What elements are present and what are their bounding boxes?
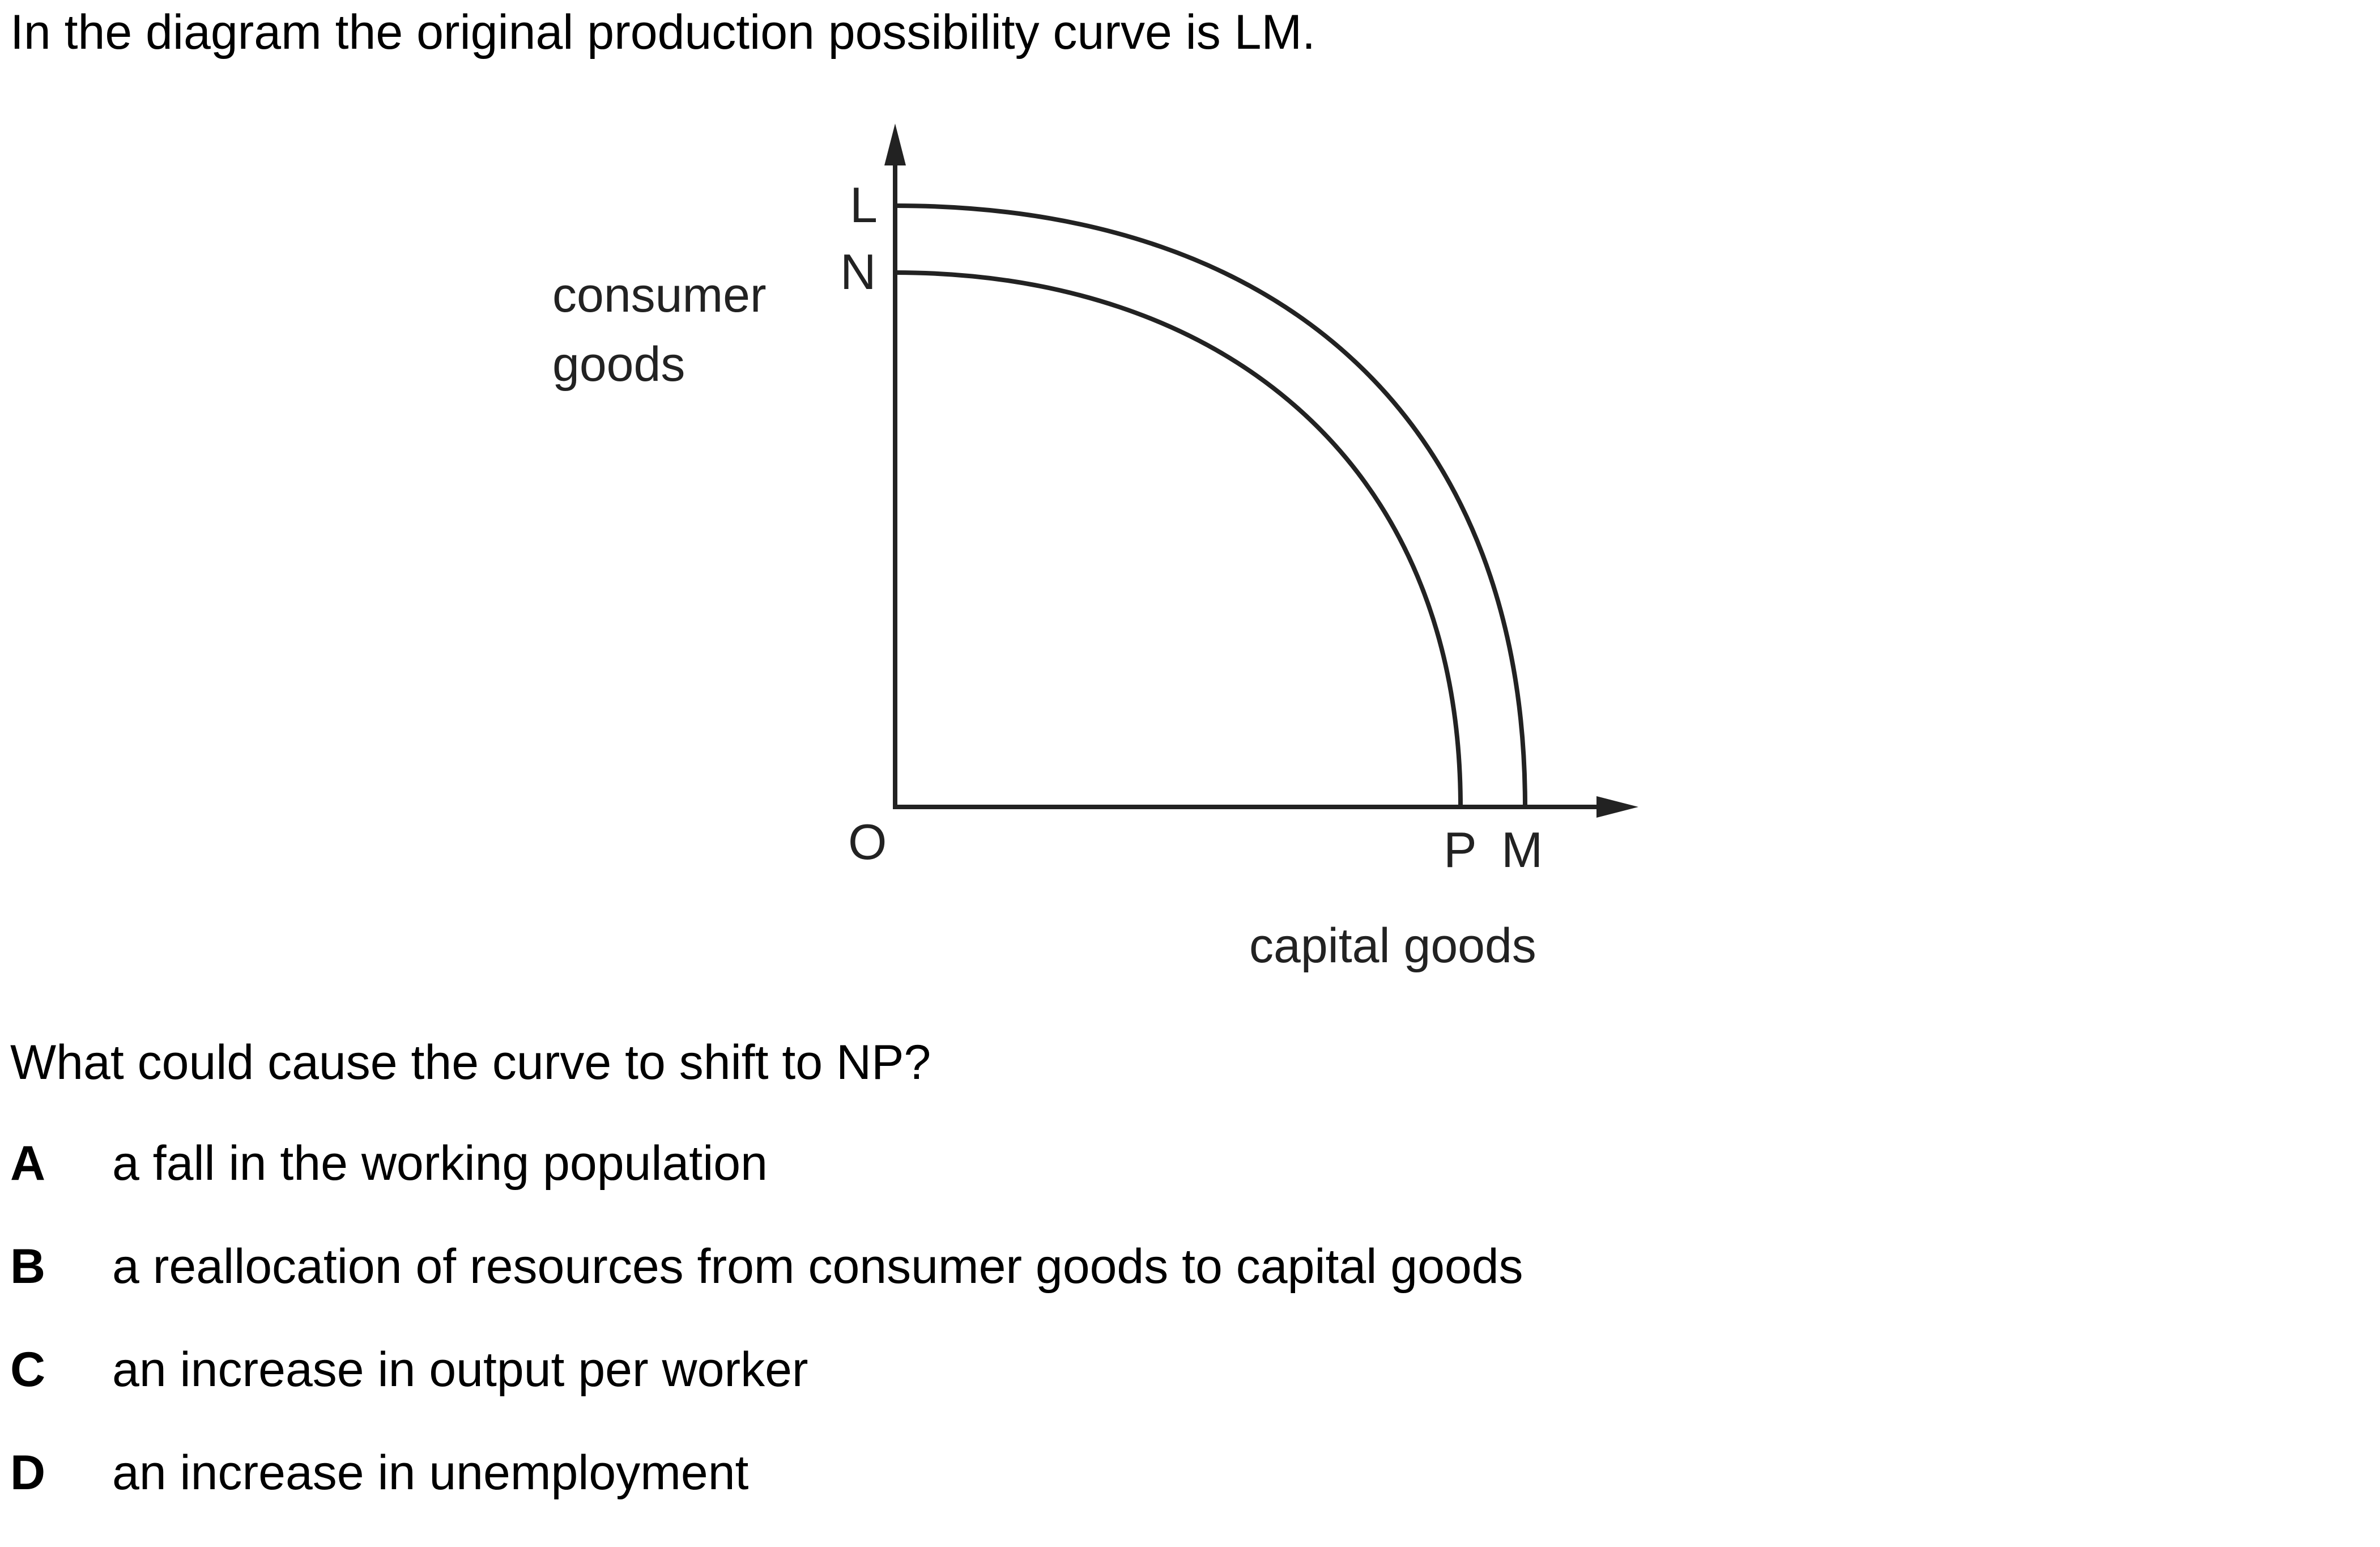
point-l-label: L [850,177,878,233]
option-letter: A [10,1136,46,1191]
y-axis-title-line1: consumer [552,268,767,322]
y-axis-arrowhead [884,124,906,165]
option-a[interactable]: A a fall in the working population [10,1134,1523,1238]
option-d[interactable]: D an increase in unemployment [10,1444,1523,1547]
question-prompt: What could cause the curve to shift to N… [10,1035,931,1090]
ppc-diagram [884,124,1638,818]
intro-text: In the diagram the original production p… [10,5,1316,60]
option-text: a reallocation of resources from consume… [112,1239,1523,1294]
answer-options: A a fall in the working population B a r… [10,1134,1523,1547]
point-n-label: N [840,244,876,300]
curve-lm [895,203,1527,808]
x-axis-arrowhead [1596,796,1638,818]
y-axis-title-line2: goods [552,337,686,392]
point-m-label: M [1501,822,1543,878]
option-b[interactable]: B a reallocation of resources from consu… [10,1238,1523,1341]
point-p-label: P [1444,822,1477,878]
option-text: a fall in the working population [112,1136,768,1191]
option-text: an increase in output per worker [112,1342,808,1397]
option-text: an increase in unemployment [112,1446,749,1500]
y-axis-title: consumer goods [552,261,767,399]
option-letter: B [10,1239,46,1294]
origin-label: O [848,814,887,870]
option-letter: C [10,1342,46,1397]
option-c[interactable]: C an increase in output per worker [10,1341,1523,1444]
x-axis-title: capital goods [1249,919,1536,973]
option-letter: D [10,1446,46,1500]
curve-np [895,270,1463,808]
